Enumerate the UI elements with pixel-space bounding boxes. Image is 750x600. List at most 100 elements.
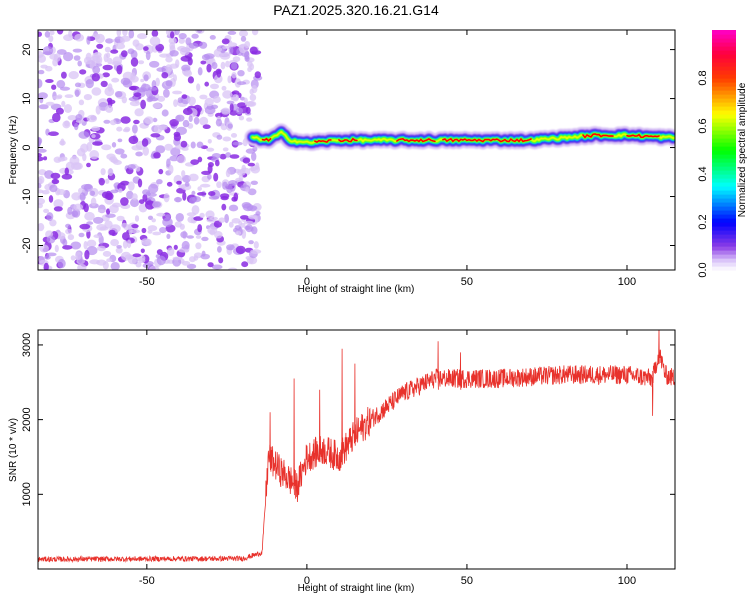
noise-blob [255,211,261,216]
noise-blob [220,193,230,199]
noise-blob [150,133,161,138]
noise-blob [107,57,113,65]
noise-blob [128,135,139,145]
noise-blob [97,245,106,252]
noise-blob [213,95,221,104]
noise-blob [75,251,82,260]
colorbar-cell [712,58,736,63]
noise-blob [178,37,185,44]
noise-blob [70,241,82,250]
noise-blob [127,164,136,170]
noise-blob [133,92,142,97]
colorbar-cell [712,102,736,107]
noise-blob [104,220,113,229]
noise-blob [156,212,166,217]
noise-blob [141,138,149,147]
noise-blob [201,236,209,242]
noise-blob [140,248,145,254]
noise-blob [235,230,242,236]
colorbar-cell [712,90,736,95]
colorbar-cell [712,174,736,179]
noise-blob [163,88,170,98]
noise-blob [95,33,105,44]
noise-blob [235,245,246,255]
noise-blob [133,119,140,125]
noise-blob [100,80,108,88]
noise-blob [118,188,123,194]
noise-blob [179,48,190,56]
noise-blob [207,162,214,168]
noise-blob [188,173,199,182]
noise-blob [127,181,135,191]
noise-blob [86,162,91,168]
noise-blob [96,43,104,49]
noise-blob [140,99,147,110]
noise-blob [131,193,138,201]
noise-blob [227,267,238,270]
noise-blob [83,94,92,101]
noise-blob [232,94,240,102]
noise-blob [168,37,177,45]
noise-blob [231,90,240,95]
noise-blob [181,94,188,99]
noise-blob [101,144,112,151]
noise-blob [130,57,139,67]
noise-blob [70,255,76,261]
noise-blob [60,138,65,146]
noise-blob [72,48,83,53]
noise-blob [176,155,186,164]
noise-blob [181,240,190,251]
noise-blob [197,224,203,233]
noise-blob [50,172,61,180]
noise-blob [237,169,246,176]
colorbar-cell [712,154,736,159]
noise-blob [74,33,85,42]
noise-blob [100,168,106,176]
colorbar-cell [712,258,736,263]
noise-blob [206,63,212,73]
noise-blob [195,235,202,239]
colorbar-cell [712,234,736,239]
colorbar-cell [712,66,736,71]
noise-blob [43,262,49,270]
noise-blob [61,100,66,107]
noise-blob [191,205,200,215]
snr-y-ticks: 1000 2000 3000 [21,333,675,507]
noise-blob [246,205,258,211]
noise-blob [115,43,126,50]
noise-blob [83,56,92,65]
noise-blob [38,69,45,75]
noise-blob [121,222,128,228]
noise-blob [130,50,138,59]
colorbar-cell [712,210,736,215]
colorbar: 0.0 0.2 0.4 0.6 0.8 Normalized spectral ampl… [697,30,748,278]
noise-blob [245,106,251,114]
noise-blob [74,89,80,98]
noise-blob [77,60,82,67]
noise-blob [116,215,125,222]
noise-blob [211,264,223,270]
noise-blob [190,159,200,166]
noise-blob [44,31,51,38]
noise-blob [156,249,163,255]
noise-blob [211,153,221,159]
noise-blob [56,49,67,55]
noise-blob [161,72,169,79]
noise-blob [62,120,71,129]
colorbar-cell [712,94,736,99]
noise-blob [187,57,193,66]
noise-blob [119,35,131,42]
colorbar-cell [712,30,736,35]
noise-blob [242,157,251,164]
noise-blob [38,175,45,185]
noise-blob [169,50,179,57]
colorbar-cell [712,190,736,195]
noise-blob [107,168,114,177]
noise-blob [128,30,135,39]
noise-blob [188,42,199,49]
snr-x-label: Height of straight line (km) [298,583,415,594]
noise-blob [172,256,183,261]
colorbar-cell [712,226,736,231]
noise-blob [207,173,212,180]
noise-blob [56,30,64,35]
